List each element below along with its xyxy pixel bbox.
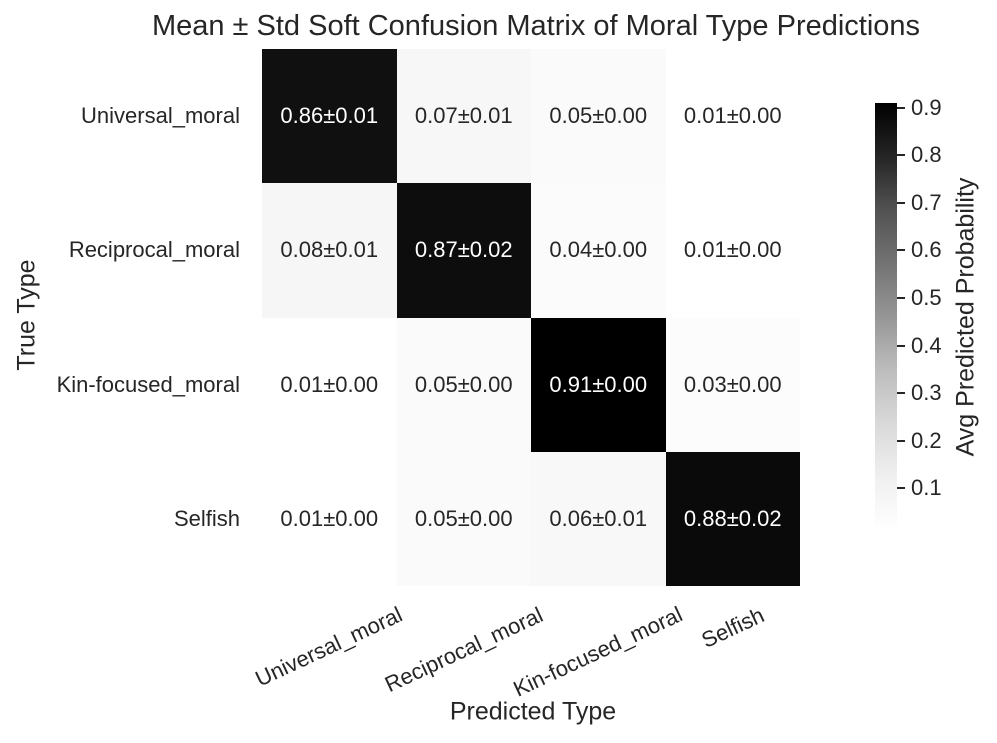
y-tick-label: Selfish: [173, 505, 240, 531]
heatmap-cell: 0.05±0.00: [396, 317, 531, 452]
colorbar-tick-label: 0.9: [911, 94, 942, 120]
x-axis-label: Predicted Type: [449, 697, 617, 726]
colorbar-tick-label: 0.7: [911, 189, 942, 215]
heatmap-cell: 0.86±0.01: [262, 49, 397, 184]
heatmap-cell: 0.91±0.00: [531, 317, 666, 452]
colorbar-tick-label: 0.1: [911, 475, 942, 501]
heatmap-cell: 0.88±0.02: [665, 451, 800, 586]
colorbar-tick-label: 0.6: [911, 237, 942, 263]
heatmap-cell: 0.05±0.00: [531, 49, 666, 184]
colorbar-tick: [897, 344, 905, 347]
y-axis-label: True Type: [12, 259, 41, 371]
colorbar-tick: [897, 392, 905, 395]
heatmap-cell: 0.01±0.00: [262, 451, 397, 586]
colorbar-tick-label: 0.3: [911, 380, 942, 406]
colorbar-tick: [897, 154, 905, 157]
heatmap-cell: 0.01±0.00: [262, 317, 397, 452]
colorbar-tick-label: 0.4: [911, 332, 942, 358]
heatmap-cell: 0.01±0.00: [665, 183, 800, 318]
colorbar-tick-label: 0.2: [911, 427, 942, 453]
colorbar-tick-label: 0.8: [911, 142, 942, 168]
x-tick-label: Selfish: [697, 601, 768, 653]
colorbar-tick: [897, 201, 905, 204]
heatmap-cell: 0.06±0.01: [531, 451, 666, 586]
colorbar-gradient: [875, 103, 897, 531]
heatmap-cell: 0.03±0.00: [665, 317, 800, 452]
heatmap-cell: 0.87±0.02: [396, 183, 531, 318]
heatmap-cell: 0.05±0.00: [396, 451, 531, 586]
heatmap-cell: 0.01±0.00: [665, 49, 800, 184]
y-tick-label: Universal_moral: [81, 103, 240, 129]
y-tick-label: Reciprocal_moral: [68, 237, 240, 263]
y-tick-label: Kin-focused_moral: [56, 371, 240, 397]
heatmap-cell: 0.08±0.01: [262, 183, 397, 318]
colorbar-tick: [897, 106, 905, 109]
colorbar-tick: [897, 439, 905, 442]
colorbar-tick: [897, 249, 905, 252]
heatmap-cell: 0.04±0.00: [531, 183, 666, 318]
heatmap-grid: 0.86±0.01 0.07±0.01 0.05±0.00 0.01±0.00 0.08…: [262, 49, 800, 586]
colorbar-tick: [897, 296, 905, 299]
colorbar-tick: [897, 487, 905, 490]
colorbar-axis-label: Avg Predicted Probability: [951, 177, 980, 457]
heatmap-cell: 0.07±0.01: [396, 49, 531, 184]
colorbar-tick-label: 0.5: [911, 284, 942, 310]
chart-title: Mean ± Std Soft Confusion Matrix of Mora…: [151, 10, 921, 42]
